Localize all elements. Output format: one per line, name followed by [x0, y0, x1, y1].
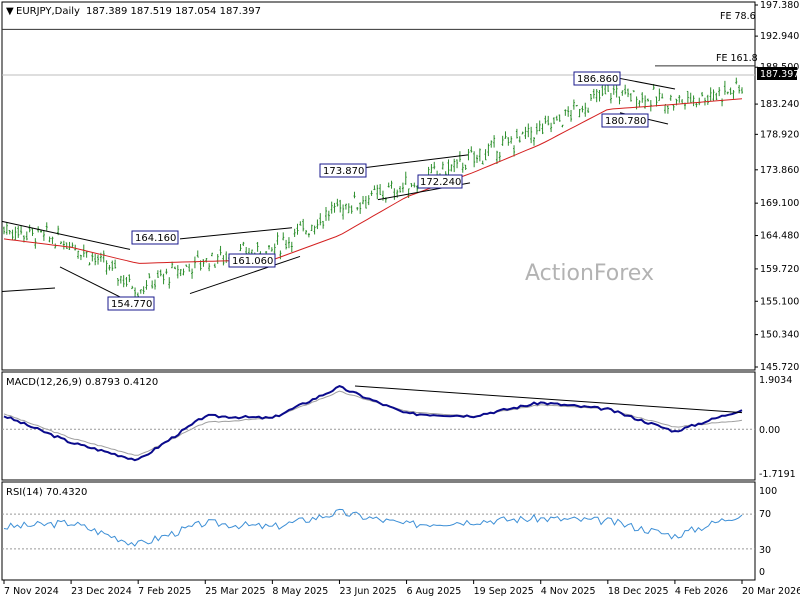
x-tick-label: 25 Mar 2025	[205, 586, 265, 597]
annotation-161060-text: 161.060	[232, 256, 273, 267]
price-trendline	[349, 154, 469, 171]
price-tick-label: 173.860	[760, 165, 799, 176]
price-trendline	[1, 287, 56, 292]
annotation-164160-text: 164.160	[135, 233, 176, 244]
rsi-line	[3, 508, 743, 547]
price-tick-label: 192.940	[760, 31, 799, 42]
x-tick-label: 18 Dec 2025	[608, 586, 669, 597]
x-tick-label: 20 Mar 2026	[742, 586, 800, 597]
x-tick-label: 6 Aug 2025	[407, 586, 462, 597]
x-tick-label: 4 Nov 2025	[541, 586, 596, 597]
price-trendline	[59, 266, 131, 303]
rsi-tick-70: 70	[759, 509, 771, 520]
x-tick-label: 23 Dec 2024	[71, 586, 132, 597]
annotation-161060: 161.060	[228, 253, 276, 268]
annotation-180780-text: 180.780	[605, 116, 646, 127]
moving-average-line	[3, 98, 743, 264]
rsi-layer	[2, 508, 755, 550]
last-price-label: 187.397	[760, 69, 799, 80]
fe-786-label: FE 78.6	[720, 11, 756, 22]
price-trendline	[1, 220, 131, 250]
annotation-173870: 173.870	[319, 163, 367, 178]
x-tick-label: 7 Nov 2024	[4, 586, 59, 597]
price-tick-label: 150.340	[760, 330, 799, 341]
macd-main-line	[3, 385, 743, 462]
macd-tick-zero: 0.00	[759, 425, 780, 436]
macd-tick-bottom: -1.7191	[759, 469, 796, 480]
watermark: ActionForex	[525, 261, 654, 286]
price-tick-label: 183.240	[760, 99, 799, 110]
price-tick-label: 155.100	[760, 296, 799, 307]
annotation-186860: 186.860	[573, 71, 621, 86]
macd-layer	[2, 385, 755, 462]
annotation-172240-text: 172.240	[420, 177, 461, 188]
price-tick-label: 197.380	[760, 0, 799, 11]
price-tick-label: 145.720	[760, 362, 799, 373]
rsi-panel-frame	[1, 481, 756, 581]
price-trendline	[189, 255, 301, 295]
annotation-172240: 172.240	[417, 174, 463, 189]
annotation-180780: 180.780	[601, 113, 649, 128]
x-tick-label: 8 May 2025	[272, 586, 328, 597]
macd-trendline	[354, 385, 743, 414]
price-tick-label: 169.100	[760, 198, 799, 209]
annotation-173870-text: 173.870	[323, 166, 364, 177]
price-panel-frame	[1, 1, 756, 371]
price-trendline	[179, 227, 293, 240]
price-tick-label: 164.480	[760, 231, 799, 242]
annotation-154770-text: 154.770	[111, 299, 152, 310]
price-tick-label: 159.720	[760, 264, 799, 275]
x-axis: 7 Nov 2024 23 Dec 2024 7 Feb 2025 25 Mar 20…	[3, 580, 800, 597]
price-tick-label: 178.920	[760, 129, 799, 140]
rsi-tick-0: 0	[759, 567, 765, 578]
macd-panel-frame	[1, 371, 756, 481]
rsi-title: RSI(14) 70.4320	[6, 487, 87, 498]
header-ohlc: 187.389 187.519 187.054 187.397	[86, 6, 261, 17]
x-tick-label: 7 Feb 2025	[138, 586, 191, 597]
macd-tick-top: 1.9034	[759, 375, 792, 386]
fe-1618-label: FE 161.8	[716, 53, 758, 64]
header-symbol: EURJPY,Daily	[16, 6, 80, 17]
annotation-164160: 164.160	[131, 230, 179, 245]
last-price-box	[757, 67, 797, 80]
x-tick-label: 23 Jun 2025	[339, 586, 396, 597]
price-trendline	[619, 77, 676, 90]
header-arrow-icon: ▼	[6, 6, 14, 17]
annotation-154770: 154.770	[107, 296, 155, 311]
x-tick-label: 19 Sep 2025	[474, 586, 534, 597]
rsi-tick-100: 100	[759, 486, 777, 497]
rsi-tick-30: 30	[759, 545, 771, 556]
macd-title: MACD(12,26,9) 0.8793 0.4120	[6, 377, 158, 388]
x-tick-label: 4 Feb 2026	[675, 586, 728, 597]
annotation-186860-text: 186.860	[577, 74, 618, 85]
